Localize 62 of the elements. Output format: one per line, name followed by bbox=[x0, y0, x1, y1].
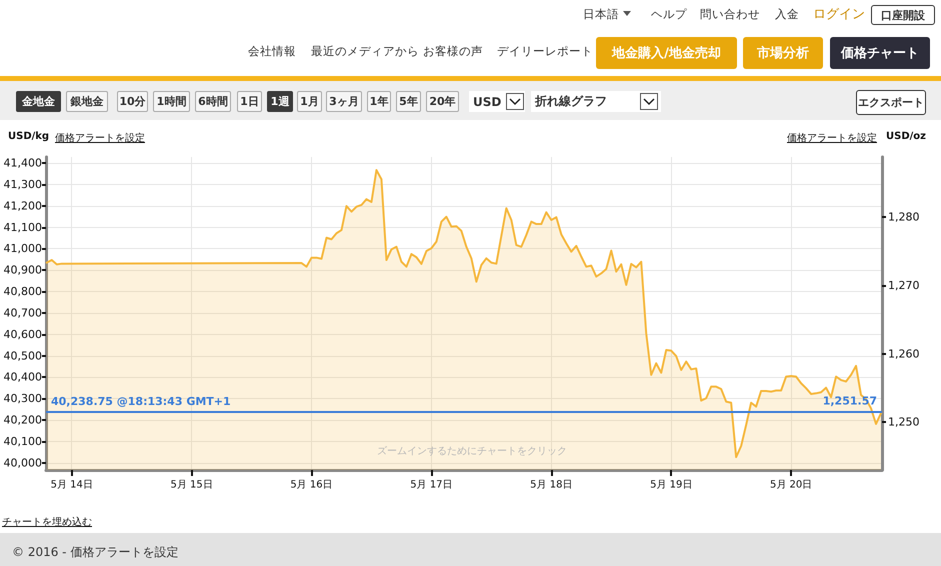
x-tick-label: 5月 16日 bbox=[290, 480, 333, 490]
text: 銀地金 bbox=[66, 91, 108, 112]
text: 20年 bbox=[426, 91, 459, 112]
text: 口座開設 bbox=[871, 5, 935, 25]
text: 1年 bbox=[367, 91, 391, 112]
ref-line-label: 40,238.75 @18:13:43 GMT+1 bbox=[51, 394, 231, 408]
text: 1月 bbox=[297, 91, 322, 112]
text: © 2016 - 価格アラートを設定 bbox=[12, 544, 180, 560]
text: 10分 bbox=[117, 91, 148, 112]
y-tick-label: 40,400 bbox=[4, 370, 42, 384]
annotation: ズームインするためにチャートをクリック bbox=[376, 445, 568, 459]
text: エクスポート bbox=[856, 90, 926, 115]
y-tick-label: 41,000 bbox=[4, 242, 42, 256]
text: 1週 bbox=[267, 91, 293, 112]
y-tick-label: 40,800 bbox=[4, 285, 42, 298]
y-tick-label: 40,900 bbox=[4, 264, 42, 277]
text: 3ヶ月 bbox=[326, 91, 362, 112]
text: 市場分析 bbox=[743, 37, 823, 69]
text: 1時間 bbox=[153, 91, 190, 112]
text: 1日 bbox=[237, 91, 262, 112]
text: 地金購入/地金売却 bbox=[596, 37, 737, 69]
text: 5年 bbox=[396, 91, 421, 112]
text: ヘルプ bbox=[651, 6, 688, 22]
x-tick-label: 5月 20日 bbox=[770, 480, 812, 490]
x-tick-label: 5月 19日 bbox=[650, 480, 692, 490]
y-tick-label: 41,400 bbox=[4, 156, 42, 170]
y-axis-title: USD/kg bbox=[8, 131, 50, 142]
y-tick-label: 40,100 bbox=[4, 435, 42, 448]
text: ログイン bbox=[813, 6, 865, 24]
text: USD bbox=[469, 91, 525, 112]
y-tick-label: 40,700 bbox=[4, 306, 42, 320]
y-tick-label: 40,500 bbox=[4, 349, 42, 362]
text: 価格チャート bbox=[830, 37, 930, 69]
text: 金地金 bbox=[16, 91, 61, 112]
y-tick-label: 40,300 bbox=[4, 392, 42, 406]
text: 6時間 bbox=[195, 91, 231, 112]
text: お客様の声 bbox=[423, 42, 484, 60]
y2-tick-label: 1,280 bbox=[888, 210, 920, 224]
x-tick-label: 5月 18日 bbox=[530, 480, 572, 490]
text: 入金 bbox=[775, 6, 800, 22]
y2-axis-title: USD/oz bbox=[886, 131, 926, 142]
y2-tick-label: 1,250 bbox=[888, 416, 920, 429]
y2-tick-label: 1,260 bbox=[888, 347, 920, 360]
y-tick-label: 41,300 bbox=[4, 178, 42, 191]
y-tick-label: 40,600 bbox=[4, 328, 42, 341]
y2-tick-label: 1,270 bbox=[888, 278, 920, 292]
text: 会社情報 bbox=[248, 42, 297, 60]
y-tick-label: 40,000 bbox=[4, 456, 42, 470]
y-tick-label: 41,100 bbox=[4, 220, 42, 234]
text: 日本語 bbox=[583, 6, 620, 22]
x-tick-label: 5月 14日 bbox=[50, 480, 93, 490]
text: デイリーレポート bbox=[497, 42, 593, 60]
text: 折れ線グラフ bbox=[531, 91, 661, 112]
text: 問い合わせ bbox=[700, 6, 761, 22]
text: チャートを埋め込む bbox=[2, 516, 93, 530]
y-tick-label: 41,200 bbox=[4, 199, 42, 212]
text: 価格アラートを設定 bbox=[787, 132, 878, 146]
x-tick-label: 5月 15日 bbox=[170, 480, 213, 490]
text: 最近のメディアから bbox=[311, 42, 419, 60]
text: 価格アラートを設定 bbox=[55, 132, 146, 146]
y-tick-label: 40,200 bbox=[4, 414, 42, 427]
x-tick-label: 5月 17日 bbox=[410, 480, 453, 490]
